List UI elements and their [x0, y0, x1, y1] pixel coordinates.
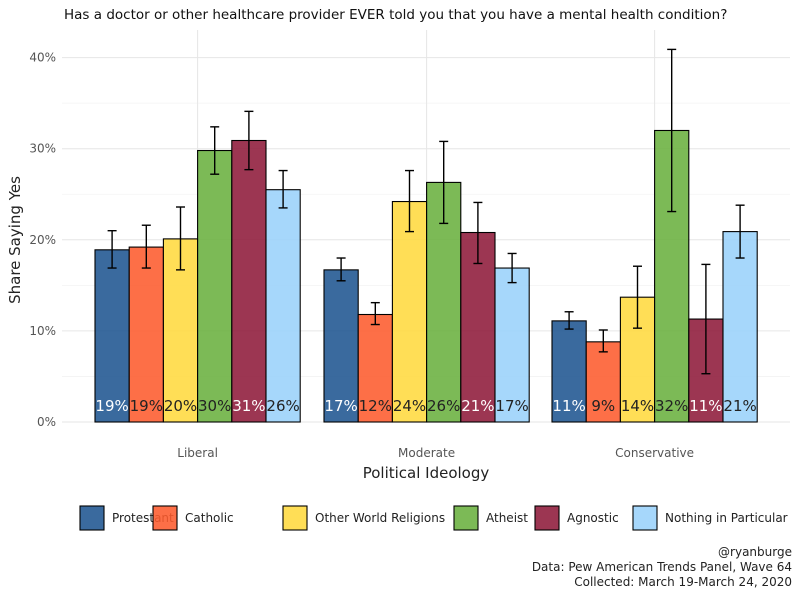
legend-swatch: [453, 505, 479, 531]
bar-value-label: 12%: [359, 397, 392, 415]
legend-label: Atheist: [486, 511, 528, 525]
bar-value-label: 32%: [655, 397, 688, 415]
bar-value-label: 20%: [164, 397, 197, 415]
bar: [585, 341, 621, 423]
legend-item: Agnostic: [534, 505, 619, 531]
x-axis-title: Political Ideology: [363, 464, 490, 482]
bar-value-label: 11%: [552, 397, 585, 415]
legend-item: Nothing in Particular: [632, 505, 788, 531]
caption-author: @ryanburge: [718, 545, 792, 559]
bar: [265, 189, 301, 423]
bar-value-label: 9%: [591, 397, 615, 415]
bar: [231, 139, 267, 423]
bars: [94, 129, 758, 423]
legend-swatch: [79, 505, 105, 531]
legend: Protestant Catholic Other World Religions A…: [79, 505, 788, 531]
legend-item: Atheist: [453, 505, 528, 531]
y-tick-label: 10%: [29, 324, 56, 338]
axes: 0%10%20%30%40%Liberal Moderate Conservativ…: [29, 51, 694, 460]
bar: [494, 267, 530, 423]
legend-label: Other World Religions: [315, 511, 445, 525]
legend-label: Agnostic: [567, 511, 619, 525]
caption-source: Data: Pew American Trends Panel, Wave 64: [532, 560, 792, 574]
bar: [722, 231, 758, 423]
bar-value-label: 21%: [723, 397, 756, 415]
data-labels: 19% 17% 11% 19% 12% 9% 20% 24% 14% 30% 26% 32% 31% 21…: [95, 397, 756, 415]
y-tick-label: 20%: [29, 233, 56, 247]
bar-value-label: 17%: [495, 397, 528, 415]
bar-value-label: 17%: [324, 397, 357, 415]
bar-value-label: 24%: [393, 397, 426, 415]
bar: [391, 200, 428, 423]
bar: [94, 249, 130, 423]
y-tick-label: 40%: [29, 51, 56, 65]
bar-value-label: 11%: [689, 397, 722, 415]
error-bars: [107, 48, 745, 375]
bar-value-label: 21%: [461, 397, 494, 415]
bar-value-label: 30%: [198, 397, 231, 415]
x-tick-label: Conservative: [615, 446, 694, 460]
bar-value-label: 26%: [266, 397, 299, 415]
legend-swatch: [632, 505, 658, 531]
bar-value-label: 14%: [621, 397, 654, 415]
bar-value-label: 31%: [232, 397, 265, 415]
legend-swatch: [152, 505, 178, 531]
caption-collected: Collected: March 19-March 24, 2020: [574, 575, 792, 589]
y-axis-title: Share Saying Yes: [6, 176, 24, 304]
bar-value-label: 19%: [130, 397, 163, 415]
bar: [197, 149, 233, 423]
legend-label: Catholic: [185, 511, 234, 525]
legend-label: Nothing in Particular: [665, 511, 788, 525]
bar: [128, 246, 164, 423]
bar: [357, 313, 393, 423]
y-tick-label: 30%: [29, 142, 56, 156]
bar-value-label: 26%: [427, 397, 460, 415]
legend-item: Catholic: [152, 505, 234, 531]
y-tick-label: 0%: [37, 415, 56, 429]
legend-item: Other World Religions: [282, 505, 445, 531]
x-tick-label: Moderate: [398, 446, 455, 460]
legend-swatch: [282, 505, 308, 531]
bar-value-label: 19%: [95, 397, 128, 415]
chart-title: Has a doctor or other healthcare provide…: [64, 7, 727, 23]
x-tick-label: Liberal: [177, 446, 218, 460]
legend-swatch: [534, 505, 560, 531]
